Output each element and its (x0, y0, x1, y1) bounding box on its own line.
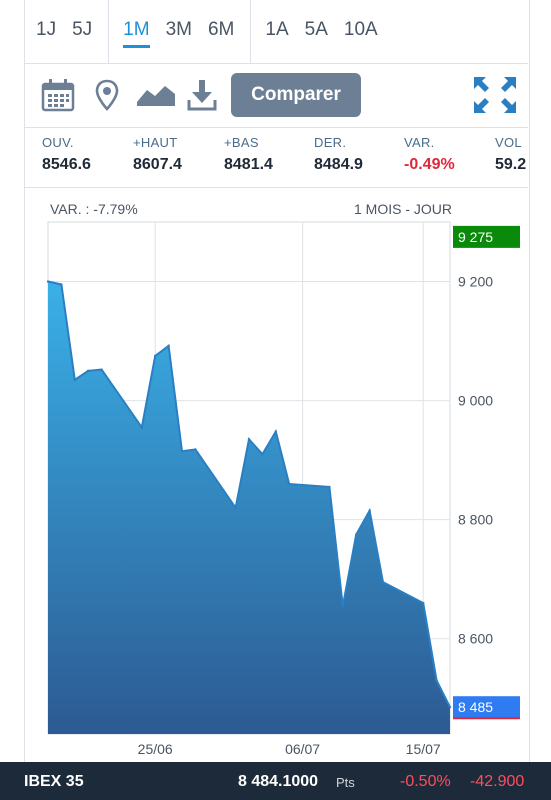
stat-volume: VOL 59.2 (495, 135, 526, 174)
y-tick-label: 9 200 (458, 274, 493, 290)
stat-high-value: 8607.4 (133, 156, 182, 173)
price-point (261, 452, 264, 456)
price-point (422, 601, 425, 605)
x-tick-label: 06/07 (285, 741, 320, 757)
price-point (87, 369, 90, 373)
stat-var: VAR. -0.49% (404, 135, 455, 174)
period-group-months: 1M 3M 6M (109, 0, 252, 63)
price-point (328, 485, 331, 489)
calendar-icon[interactable] (38, 75, 78, 115)
period-5a[interactable]: 5A (304, 18, 328, 40)
ticker-price: 8 484.1000 (238, 773, 319, 790)
stat-last-label: DER. (314, 135, 347, 150)
price-point (46, 280, 50, 283)
high-marker-label: 9 275 (458, 229, 493, 245)
period-selector: 1J 5J 1M 3M 6M 1A 5A 10A (24, 0, 528, 64)
high-marker-box (453, 225, 520, 248)
y-tick-label: 8 600 (458, 631, 493, 647)
ticker-bar[interactable]: IBEX 35 8 484.1000 Pts -0.50% -42.900 (0, 762, 551, 800)
price-point (234, 506, 237, 509)
price-point (355, 533, 358, 536)
period-3m[interactable]: 3M (165, 18, 192, 40)
y-tick-label: 8 800 (458, 512, 493, 528)
period-1m[interactable]: 1M (123, 18, 150, 48)
stat-open-value: 8546.6 (42, 156, 91, 173)
stat-high-label: +HAUT (133, 135, 178, 150)
price-point (100, 368, 103, 371)
price-point (368, 509, 371, 512)
price-area (48, 281, 450, 734)
chart-svg: VAR. : -7.79% 1 MOIS - JOUR 8 600 8 800 9 … (46, 201, 520, 757)
period-10a[interactable]: 10A (343, 18, 378, 40)
period-1a[interactable]: 1A (265, 18, 289, 40)
x-tick-label: 15/07 (406, 741, 441, 757)
location-pin-icon[interactable] (92, 75, 122, 115)
price-point (381, 580, 385, 584)
price-point (194, 448, 197, 451)
price-point (341, 604, 344, 608)
x-tick-label: 25/06 (138, 741, 173, 757)
expand-icon[interactable] (472, 75, 518, 115)
quote-stats: OUV. 8546.6 +HAUT 8607.4 +BAS 8481.4 DER… (24, 127, 528, 188)
price-chart: VAR. : -7.79% 1 MOIS - JOUR 8 600 8 800 9 … (24, 188, 528, 762)
chart-variation-label: VAR. : -7.79% (50, 201, 138, 217)
download-icon[interactable] (184, 75, 220, 115)
period-group-days: 1J 5J (24, 0, 110, 63)
y-tick-label: 9 000 (458, 393, 493, 409)
stat-high: +HAUT 8607.4 (133, 135, 182, 174)
stat-var-label: VAR. (404, 135, 435, 150)
chart-toolbar: Comparer (24, 63, 528, 128)
price-point (60, 283, 63, 286)
stat-open-label: OUV. (42, 135, 74, 150)
stat-last: DER. 8484.9 (314, 135, 363, 174)
price-point (154, 354, 157, 358)
period-6m[interactable]: 6M (207, 18, 235, 40)
stat-volume-value: 59.2 (495, 156, 527, 173)
stat-last-value: 8484.9 (314, 156, 363, 173)
price-point (73, 378, 76, 381)
stat-low-value: 8481.4 (224, 156, 273, 173)
period-1j[interactable]: 1J (36, 18, 57, 40)
ticker-pct: -0.50% (400, 773, 451, 790)
period-group-years: 1A 5A 10A (251, 0, 393, 63)
area-chart-icon[interactable] (134, 75, 178, 115)
price-point (167, 344, 170, 348)
price-point (288, 482, 291, 486)
main-panel (24, 0, 530, 762)
stat-var-value: -0.49% (404, 156, 455, 173)
price-point (274, 430, 277, 433)
compare-button[interactable]: Comparer (231, 73, 361, 117)
stat-low: +BAS 8481.4 (224, 135, 273, 174)
ticker-unit: Pts (336, 775, 355, 790)
ticker-change: -42.900 (470, 773, 525, 790)
price-point (448, 706, 452, 709)
stat-volume-label: VOL (495, 135, 522, 150)
period-5j[interactable]: 5J (72, 18, 93, 40)
stat-open: OUV. 8546.6 (42, 135, 91, 174)
price-point (435, 679, 438, 682)
stat-low-label: +BAS (224, 135, 259, 150)
last-marker-box (453, 696, 520, 719)
chart-range-label: 1 MOIS - JOUR (354, 201, 452, 217)
ticker-name: IBEX 35 (24, 773, 84, 790)
price-point (247, 438, 251, 441)
price-point (180, 450, 184, 453)
price-point (140, 426, 143, 429)
last-marker-label: 8 485 (458, 699, 493, 715)
